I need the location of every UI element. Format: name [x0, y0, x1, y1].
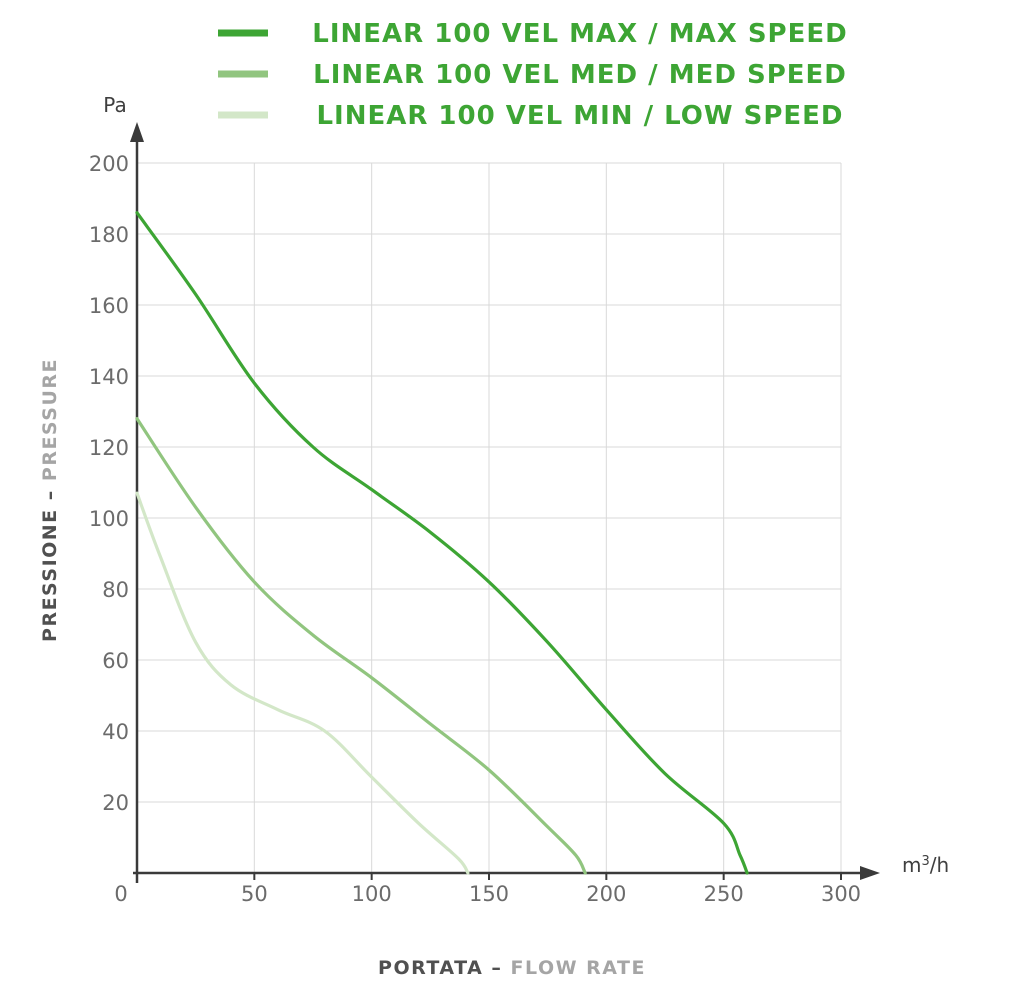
y-tick-label-8: 180: [89, 223, 129, 247]
x-tick-label-2: 150: [469, 882, 509, 906]
y-axis-title: PRESSIONE – PRESSURE: [39, 358, 61, 642]
y-axis-arrow: [130, 122, 144, 142]
y-tick-label-0: 20: [102, 791, 129, 815]
series-line-0: [135, 211, 749, 875]
origin-label: 0: [114, 882, 127, 906]
x-axis-arrow: [860, 866, 880, 880]
axes: [130, 122, 880, 883]
y-tick-label-7: 160: [89, 294, 129, 318]
series-line-1: [135, 417, 587, 875]
x-axis-title: PORTATA – FLOW RATE: [378, 957, 646, 979]
y-tick-label-3: 80: [102, 578, 129, 602]
x-tick-label-1: 100: [352, 882, 392, 906]
series-lines: [135, 211, 749, 875]
y-tick-label-1: 40: [102, 720, 129, 744]
legend-label-1: LINEAR 100 VEL MED / MED SPEED: [313, 60, 847, 90]
y-tick-label-6: 140: [89, 365, 129, 389]
x-tick-label-0: 50: [241, 882, 268, 906]
y-tick-label-2: 60: [102, 649, 129, 673]
y-tick-label-5: 120: [89, 436, 129, 460]
legend-label-0: LINEAR 100 VEL MAX / MAX SPEED: [312, 19, 847, 49]
x-tick-label-5: 300: [821, 882, 861, 906]
y-tick-label-9: 200: [89, 152, 129, 176]
series-line-2: [135, 491, 470, 875]
legend: LINEAR 100 VEL MAX / MAX SPEED LINEAR 100…: [218, 19, 847, 131]
grid: [137, 162, 842, 873]
x-unit-label: m3/h: [902, 853, 949, 877]
tick-labels: 50 100 150 200 250 300 20 40 60 80 100 120 140 160 180…: [89, 152, 861, 906]
y-tick-label-4: 100: [89, 507, 129, 531]
x-tick-label-4: 250: [704, 882, 744, 906]
legend-label-2: LINEAR 100 VEL MIN / LOW SPEED: [316, 101, 843, 131]
y-unit-label: Pa: [103, 93, 126, 117]
x-tick-label-3: 200: [586, 882, 626, 906]
